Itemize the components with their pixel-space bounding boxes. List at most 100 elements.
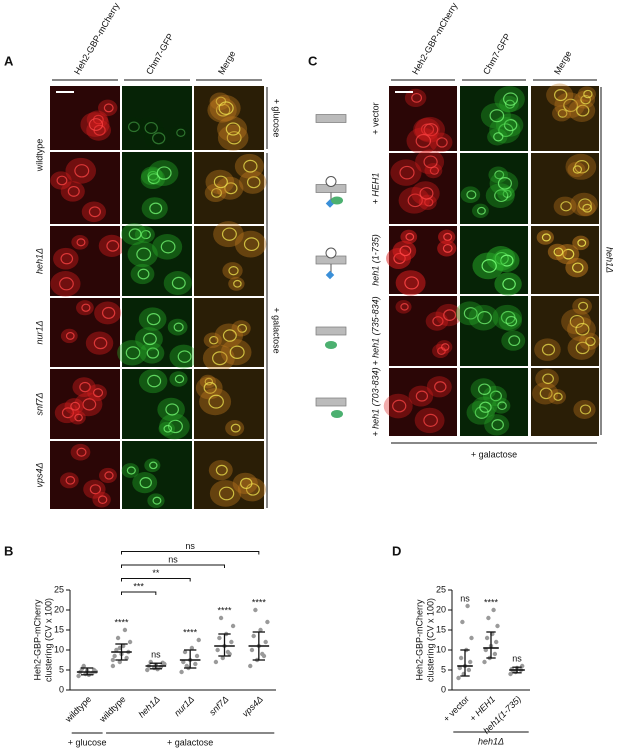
nucleus-rim bbox=[70, 401, 81, 411]
micrograph bbox=[194, 86, 264, 150]
cells bbox=[404, 88, 453, 155]
cell bbox=[498, 311, 522, 332]
cell bbox=[98, 99, 118, 117]
row-label: + heh1 (703-834) bbox=[370, 367, 380, 436]
nucleus-rim bbox=[203, 381, 217, 394]
cells bbox=[204, 153, 267, 203]
nucleus-rim bbox=[419, 187, 434, 200]
cell bbox=[567, 335, 596, 360]
nucleus-rim bbox=[576, 104, 590, 117]
data-point bbox=[229, 639, 234, 645]
nucleus-rim bbox=[491, 419, 504, 431]
cells bbox=[390, 149, 445, 214]
cell bbox=[237, 477, 267, 502]
micrograph bbox=[194, 441, 264, 509]
data-point bbox=[217, 635, 222, 641]
significance-label: **** bbox=[252, 597, 267, 607]
cell bbox=[398, 187, 430, 214]
cell bbox=[466, 400, 495, 425]
nucleus-rim bbox=[125, 346, 141, 360]
cell bbox=[209, 92, 231, 111]
comparison-label: ns bbox=[168, 554, 178, 564]
nucleus-rim bbox=[65, 475, 76, 485]
data-point bbox=[110, 663, 116, 669]
x-tick-label: wildtype bbox=[97, 694, 128, 725]
cell bbox=[121, 463, 140, 478]
cell bbox=[414, 407, 445, 434]
cell bbox=[489, 116, 521, 144]
group-label: + galactose bbox=[167, 737, 213, 747]
cells bbox=[121, 223, 192, 295]
cell bbox=[171, 125, 189, 140]
cells bbox=[138, 369, 190, 440]
cell bbox=[130, 263, 155, 285]
nucleus-rim bbox=[146, 313, 161, 326]
cell bbox=[144, 458, 161, 473]
x-tick-label: wildtype bbox=[62, 694, 93, 725]
data-point bbox=[215, 647, 220, 653]
comparison-label: *** bbox=[133, 581, 144, 591]
cell bbox=[572, 235, 590, 251]
cell bbox=[414, 116, 445, 143]
data-point bbox=[484, 635, 490, 641]
nucleus-rim bbox=[60, 252, 74, 265]
data-point bbox=[225, 649, 231, 655]
nucleus-rim bbox=[489, 109, 505, 123]
nucleus-rim bbox=[233, 279, 242, 288]
cell bbox=[485, 183, 515, 208]
cell bbox=[429, 132, 453, 153]
cell bbox=[60, 181, 85, 202]
data-point bbox=[182, 649, 188, 655]
cell bbox=[546, 83, 574, 107]
cell bbox=[579, 332, 600, 351]
cell bbox=[74, 392, 103, 417]
data-point bbox=[193, 661, 198, 667]
comparison-bracket bbox=[121, 591, 157, 595]
nucleus-rim bbox=[209, 335, 219, 345]
cell bbox=[158, 421, 175, 436]
nucleus-rim bbox=[503, 92, 519, 106]
nucleus-rim bbox=[126, 466, 136, 475]
cell bbox=[455, 301, 484, 326]
nucleus-rim bbox=[575, 322, 590, 336]
nucleus-rim bbox=[407, 193, 423, 208]
nucleus-rim bbox=[582, 203, 593, 213]
cell bbox=[501, 330, 526, 351]
cell bbox=[50, 270, 81, 297]
column-header: Chm7-GFP bbox=[144, 32, 175, 76]
significance-label: **** bbox=[484, 597, 499, 607]
cell bbox=[436, 340, 453, 354]
data-point bbox=[122, 627, 128, 633]
cell bbox=[117, 340, 147, 366]
cell bbox=[76, 300, 94, 316]
nucleus-rim bbox=[423, 155, 438, 169]
nucleus-rim bbox=[399, 165, 415, 180]
data-point bbox=[482, 659, 487, 665]
cells bbox=[532, 368, 596, 419]
data-point bbox=[492, 651, 498, 657]
data-point bbox=[189, 645, 195, 651]
nucleus-rim bbox=[575, 341, 590, 355]
cell bbox=[547, 243, 568, 261]
cells bbox=[60, 300, 122, 355]
cells bbox=[207, 92, 249, 151]
cell bbox=[234, 230, 267, 258]
nucleus-rim bbox=[436, 137, 448, 148]
row-label: heh1Δ bbox=[34, 248, 44, 274]
nucleus-rim bbox=[228, 266, 239, 276]
nucleus-rim bbox=[173, 322, 184, 332]
cell bbox=[534, 338, 561, 361]
micrograph bbox=[50, 298, 120, 367]
cell bbox=[392, 240, 417, 261]
cell bbox=[217, 124, 249, 151]
cell bbox=[199, 388, 232, 416]
cell bbox=[147, 160, 179, 187]
nucleus-rim bbox=[97, 495, 108, 504]
nucleus-rim bbox=[246, 176, 261, 189]
column-header: Heh2-GBP-mCherry bbox=[72, 1, 121, 77]
cell bbox=[139, 342, 165, 364]
cell bbox=[60, 328, 78, 344]
nucleus-rim bbox=[497, 401, 507, 411]
micrograph bbox=[389, 296, 457, 366]
cell bbox=[202, 344, 235, 372]
